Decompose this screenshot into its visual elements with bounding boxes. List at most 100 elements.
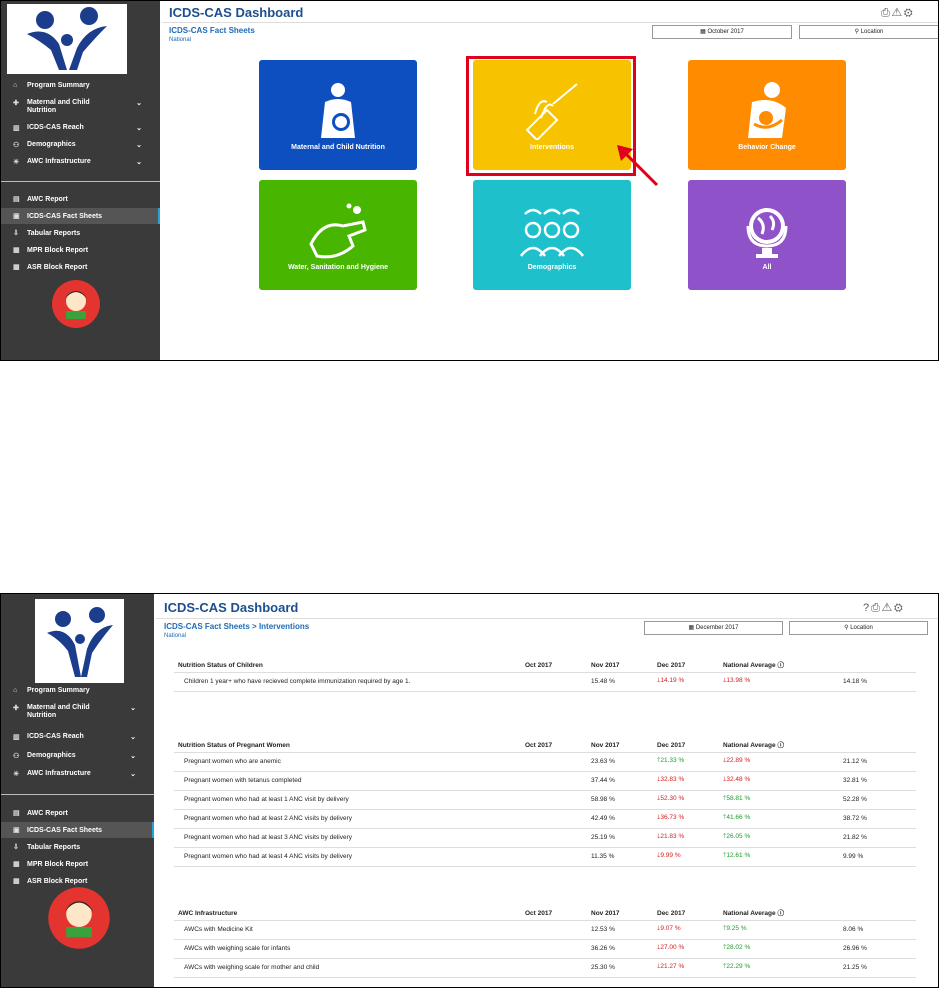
- trend-up-icon: 🡑: [723, 814, 727, 821]
- sidebar-report-item[interactable]: ▦ MPR Block Report: [1, 856, 154, 872]
- sidebar-report-item[interactable]: ▣ ICDS-CAS Fact Sheets: [1, 208, 160, 224]
- row-label: Pregnant women who had at least 4 ANC vi…: [174, 847, 521, 867]
- column-header: Dec 2017: [653, 894, 719, 921]
- dec-value: 9.25 %: [726, 925, 747, 932]
- nov-cell: 🡓21.83 %: [653, 828, 719, 848]
- document-icon: ▣: [13, 213, 20, 220]
- dec-cell: 🡑9.25 %: [719, 920, 839, 940]
- national-average-label: National Average: [723, 741, 776, 749]
- info-icon[interactable]: ⓘ: [777, 741, 784, 749]
- tile-behavior-change[interactable]: Behavior Change: [688, 60, 846, 170]
- row-label: Pregnant women who had at least 3 ANC vi…: [174, 828, 521, 848]
- sidebar-item-label: Maternal and Child Nutrition: [27, 704, 90, 719]
- print-icon[interactable]: ⎙: [881, 7, 892, 19]
- row-label: AWCs with Medicine Kit: [174, 920, 521, 940]
- tile-water-sanitation-and-hygiene[interactable]: Water, Sanitation and Hygiene: [259, 180, 417, 290]
- breadcrumb-root[interactable]: ICDS-CAS Fact Sheets: [164, 622, 250, 631]
- info-icon[interactable]: ⓘ: [777, 661, 784, 669]
- tile-maternal-and-child-nutrition[interactable]: Maternal and Child Nutrition: [259, 60, 417, 170]
- tile-demographics[interactable]: Demographics: [473, 180, 631, 290]
- national-average-value: 52.28 %: [839, 790, 916, 810]
- column-header: Oct 2017: [521, 646, 587, 673]
- sidebar-item[interactable]: ⌂ Program Summary: [1, 687, 154, 695]
- nov-value: 14.19 %: [660, 677, 685, 684]
- table-row: Pregnant women with tetanus completed 37.…: [174, 771, 916, 791]
- oct-value: 36.26 %: [587, 939, 653, 959]
- nov-cell: 🡓36.73 %: [653, 809, 719, 829]
- national-average-value: 21.82 %: [839, 828, 916, 848]
- tile-label: Maternal and Child Nutrition: [291, 143, 385, 151]
- chevron-down-icon: ⌄: [130, 705, 136, 712]
- header-icons: ?⎙⚠⚙: [863, 602, 905, 615]
- row-label: Pregnant women with tetanus completed: [174, 771, 521, 791]
- sidebar-divider: [1, 181, 160, 182]
- national-average-value: 8.06 %: [839, 920, 916, 940]
- sidebar-item-label: Tabular Reports: [27, 843, 81, 851]
- sidebar-report-item[interactable]: ▦ ASR Block Report: [1, 259, 160, 275]
- sidebar-report-item[interactable]: ▣ ICDS-CAS Fact Sheets: [1, 822, 154, 838]
- tile-all[interactable]: All: [688, 180, 846, 290]
- sidebar-item-label: Program Summary: [27, 687, 90, 694]
- dec-cell: 🡑12.61 %: [719, 847, 839, 867]
- sidebar-report-item[interactable]: ▤ AWC Report: [1, 805, 154, 821]
- warning-icon[interactable]: ⚠: [891, 7, 904, 19]
- gear-icon[interactable]: ⚙: [903, 7, 915, 19]
- table-row: Pregnant women who had at least 4 ANC vi…: [174, 847, 916, 867]
- location-filter-button[interactable]: ⚲ Location: [799, 25, 938, 39]
- section-title: AWC Infrastructure: [174, 894, 521, 921]
- sidebar-report-item[interactable]: ▤ AWC Report: [1, 191, 160, 207]
- trend-down-icon: 🡓: [723, 776, 727, 783]
- chevron-down-icon: ⌄: [130, 771, 136, 778]
- location-filter-label: Location: [850, 625, 873, 631]
- warning-icon[interactable]: ⚠: [881, 602, 894, 614]
- sidebar-item-label: Demographics: [27, 752, 76, 759]
- column-header: [839, 894, 916, 921]
- handwash-icon: [309, 203, 367, 258]
- info-icon[interactable]: ⓘ: [777, 909, 784, 917]
- tile-label: Demographics: [527, 263, 577, 271]
- sidebar-item[interactable]: ☀ AWC Infrastructure ⌄: [1, 770, 154, 778]
- sidebar-report-item[interactable]: ▦ MPR Block Report: [1, 242, 160, 258]
- nov-value: 32.83 %: [660, 776, 685, 783]
- sidebar-item[interactable]: ▥ ICDS-CAS Reach ⌄: [1, 124, 160, 132]
- sidebar-item-label: MPR Block Report: [27, 246, 89, 254]
- oct-value: 15.48 %: [587, 672, 653, 692]
- sidebar-item[interactable]: ⚇ Demographics ⌄: [1, 752, 154, 760]
- row-label: Children 1 year+ who have recieved compl…: [174, 672, 521, 692]
- date-filter-label: October 2017: [707, 29, 744, 35]
- sidebar-item[interactable]: ⌂ Program Summary: [1, 82, 160, 90]
- column-header: Oct 2017: [521, 724, 587, 753]
- date-filter-button[interactable]: ▦ December 2017: [644, 621, 783, 635]
- location-filter-button[interactable]: ⚲ Location: [789, 621, 928, 635]
- sidebar-item[interactable]: ✚ Maternal and Child Nutrition ⌄: [1, 704, 154, 720]
- sidebar-item[interactable]: ⚇ Demographics ⌄: [1, 141, 160, 149]
- dec-value: 22.29 %: [726, 963, 751, 970]
- section-title: Nutrition Status of Children: [174, 646, 521, 673]
- sidebar-item[interactable]: ☀ AWC Infrastructure ⌄: [1, 158, 160, 166]
- trend-down-icon: 🡓: [723, 677, 727, 684]
- sidebar-item[interactable]: ▥ ICDS-CAS Reach ⌄: [1, 733, 154, 741]
- gear-icon[interactable]: ⚙: [893, 602, 905, 614]
- oct-value: 25.19 %: [587, 828, 653, 848]
- tile-interventions[interactable]: Interventions: [473, 60, 631, 170]
- national-average-label: National Average: [723, 661, 776, 669]
- sidebar-report-item[interactable]: ⇩ Tabular Reports: [1, 839, 154, 855]
- sidebar-report-item[interactable]: ▦ ASR Block Report: [1, 873, 154, 889]
- trend-down-icon: 🡓: [657, 944, 661, 951]
- beti-bachao-logo: [51, 279, 101, 329]
- sidebar-item-label: Demographics: [27, 141, 76, 148]
- sidebar-item[interactable]: ✚ Maternal and Child Nutrition ⌄: [1, 99, 160, 115]
- sidebar-item-label: ASR Block Report: [27, 877, 88, 885]
- tile-label: Behavior Change: [738, 143, 796, 151]
- chevron-down-icon: ⌄: [130, 753, 136, 760]
- oct-value: 37.44 %: [587, 771, 653, 791]
- row-label: AWCs with weighing scale for infants: [174, 939, 521, 959]
- print-icon[interactable]: ⎙: [871, 602, 882, 614]
- trend-down-icon: 🡓: [657, 814, 661, 821]
- date-filter-button[interactable]: ▦ October 2017: [652, 25, 792, 39]
- help-icon[interactable]: ?: [863, 602, 872, 614]
- trend-down-icon: 🡓: [723, 757, 727, 764]
- column-header: Nov 2017: [587, 894, 653, 921]
- nov-value: 9.07 %: [660, 925, 681, 932]
- sidebar-report-item[interactable]: ⇩ Tabular Reports: [1, 225, 160, 241]
